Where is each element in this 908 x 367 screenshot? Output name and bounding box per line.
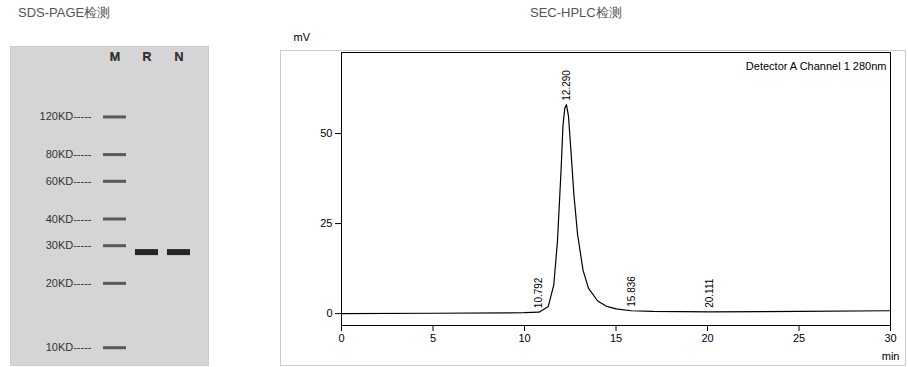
svg-text:5: 5 <box>430 332 436 344</box>
svg-text:min: min <box>882 350 900 362</box>
svg-text:80KD-----: 80KD----- <box>46 148 92 160</box>
svg-text:20KD-----: 20KD----- <box>46 277 92 289</box>
svg-text:10: 10 <box>518 332 530 344</box>
html-text:SDS-PAGE检测: SDS-PAGE检测 <box>18 5 111 20</box>
svg-text:M: M <box>110 49 121 64</box>
svg-text:Detector A Channel 1 280nm: Detector A Channel 1 280nm <box>746 60 887 72</box>
svg-text:20: 20 <box>701 332 713 344</box>
svg-text:15: 15 <box>610 332 622 344</box>
svg-text:25: 25 <box>793 332 805 344</box>
svg-text:10.792: 10.792 <box>533 277 544 308</box>
svg-text:30KD-----: 30KD----- <box>46 239 92 251</box>
svg-text:15.836: 15.836 <box>625 276 636 307</box>
svg-text:10KD-----: 10KD----- <box>46 341 92 353</box>
svg-text:60KD-----: 60KD----- <box>46 175 92 187</box>
svg-text:25: 25 <box>320 217 332 229</box>
svg-text:50: 50 <box>320 127 332 139</box>
svg-text:mV: mV <box>294 31 311 43</box>
html-text:SEC-HPLC检测: SEC-HPLC检测 <box>530 5 622 20</box>
svg-text:120KD-----: 120KD----- <box>40 110 92 122</box>
svg-text:R: R <box>142 49 152 64</box>
svg-text:0: 0 <box>326 307 332 319</box>
svg-text:0: 0 <box>338 332 344 344</box>
svg-text:30: 30 <box>884 332 896 344</box>
svg-text:40KD-----: 40KD----- <box>46 212 92 224</box>
svg-text:12.290: 12.290 <box>561 70 572 101</box>
svg-text:N: N <box>174 49 183 64</box>
svg-text:20.111: 20.111 <box>704 278 715 308</box>
